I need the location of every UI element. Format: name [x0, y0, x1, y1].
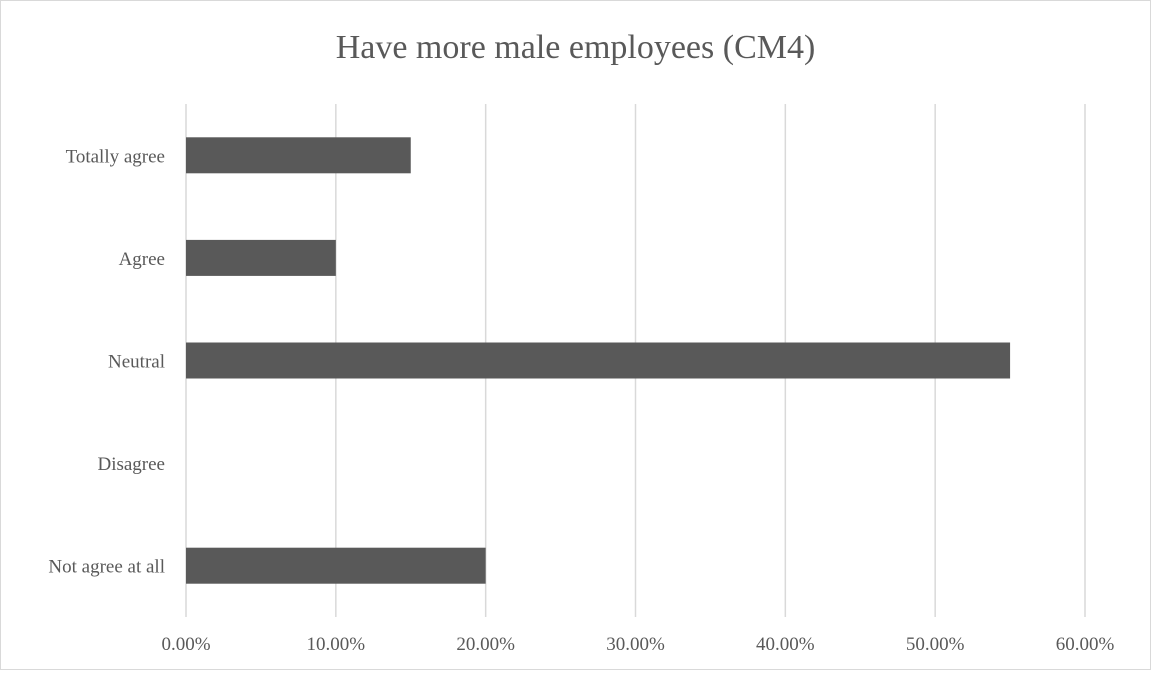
x-tick-label: 20.00% — [456, 634, 515, 655]
x-tick-label: 60.00% — [1056, 634, 1115, 655]
x-tick-label: 50.00% — [906, 634, 965, 655]
category-labels: Not agree at all Disagree Neutral Agree Tota… — [48, 146, 165, 577]
x-tick-label: 0.00% — [161, 634, 210, 655]
bar — [186, 547, 486, 584]
x-tick-label: 40.00% — [756, 634, 815, 655]
bars — [186, 137, 1011, 584]
category-label: Agree — [119, 249, 165, 270]
category-label: Disagree — [97, 454, 165, 475]
bar — [186, 137, 411, 174]
chart-title: Have more male employees (CM4) — [335, 29, 816, 66]
bar — [186, 342, 1011, 379]
x-tick-label: 10.00% — [307, 634, 366, 655]
x-tick-label: 30.00% — [606, 634, 665, 655]
category-label: Not agree at all — [48, 557, 165, 578]
category-label: Neutral — [108, 352, 165, 373]
x-axis-tick-labels: 0.00% 10.00% 20.00% 30.00% 40.00% 50.00% 60.00… — [161, 634, 1114, 655]
bar — [186, 239, 336, 276]
category-label: Totally agree — [66, 146, 165, 167]
